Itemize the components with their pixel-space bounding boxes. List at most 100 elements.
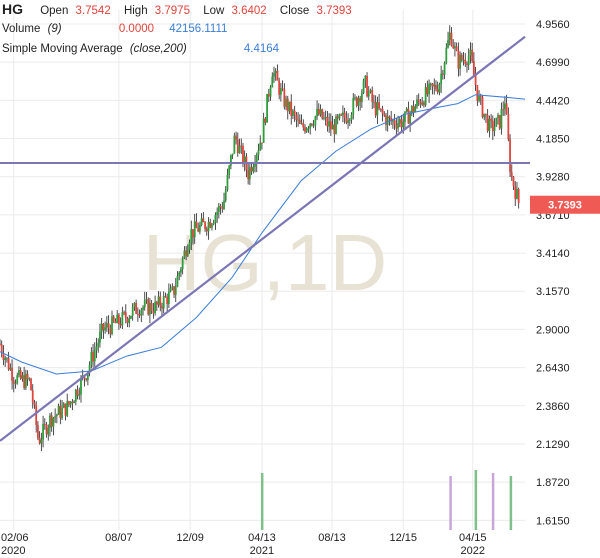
candle-body — [38, 437, 41, 444]
candle-body — [240, 145, 243, 147]
candle-body — [423, 102, 425, 106]
x-tick-label: 08/13 — [318, 532, 346, 544]
candle-body — [398, 119, 401, 124]
candle-body — [479, 95, 482, 97]
candle-body — [478, 95, 480, 101]
candle-body — [193, 221, 196, 238]
candle-body — [145, 299, 148, 301]
candle-body — [316, 108, 318, 117]
candle-body — [288, 101, 291, 112]
candle-body — [300, 123, 303, 125]
candle-body — [185, 250, 188, 257]
candle-body — [379, 108, 382, 110]
candle-body — [142, 307, 144, 310]
candle-body — [404, 111, 406, 122]
candle-body — [50, 415, 53, 427]
candle-body — [438, 84, 441, 93]
candle-body — [174, 286, 177, 295]
candle-body — [192, 229, 194, 238]
candle-body — [340, 114, 343, 116]
candle-body — [207, 221, 210, 232]
candle-body — [261, 142, 263, 144]
candle-body — [364, 75, 367, 81]
close-label: Close — [279, 5, 310, 17]
candle-body — [491, 120, 494, 132]
x-tick-year-label: 2021 — [250, 545, 274, 557]
candle-body — [124, 312, 127, 319]
candle-body — [161, 306, 163, 309]
candle-body — [493, 126, 496, 132]
candle-body — [57, 405, 60, 415]
y-tick-label: 4.6990 — [536, 57, 570, 69]
x-tick-label: 12/09 — [176, 532, 204, 544]
candles — [0, 25, 520, 452]
candle-body — [429, 83, 432, 85]
candle-body — [295, 114, 298, 121]
candle-body — [71, 401, 74, 404]
candle-body — [474, 75, 477, 86]
candle-body — [472, 60, 475, 76]
candle-body — [488, 118, 491, 131]
candle-body — [283, 89, 286, 107]
candle-body — [31, 390, 34, 403]
candle-body — [490, 118, 493, 121]
candle-body — [412, 106, 415, 113]
candle-body — [195, 221, 198, 229]
candle-body — [224, 189, 227, 201]
candle-body — [93, 350, 96, 362]
volume-param: (9) — [47, 23, 62, 35]
candle-body — [202, 218, 205, 223]
candle-body — [47, 427, 50, 435]
candle-body — [42, 424, 44, 440]
candle-body — [503, 103, 506, 110]
candle-body — [21, 375, 24, 379]
candle-body — [326, 116, 329, 127]
candle-body — [390, 118, 393, 122]
candle-body — [405, 108, 408, 112]
candle-body — [355, 97, 358, 106]
candle-body — [235, 135, 237, 140]
volume-legend: Volume (9) 0.0000 42156.1111 — [2, 23, 227, 35]
candle-body — [116, 314, 119, 324]
price-tag-label: 3.7393 — [548, 200, 582, 212]
candle-body — [217, 206, 220, 213]
candle-body — [109, 327, 112, 334]
candle-body — [49, 415, 51, 428]
candle-body — [507, 113, 510, 140]
volume-value-1: 0.0000 — [118, 23, 155, 35]
candle-body — [136, 313, 139, 315]
volume-value-2: 42156.1111 — [169, 23, 228, 35]
candle-body — [55, 414, 58, 417]
candle-body — [362, 80, 365, 93]
candle-body — [381, 108, 384, 114]
candle-body — [297, 119, 300, 121]
candle-body — [352, 97, 355, 115]
candle-body — [33, 402, 36, 406]
candle-body — [279, 88, 282, 95]
candle-body — [307, 128, 310, 130]
y-tick-label: 2.3860 — [536, 401, 570, 413]
candle-body — [166, 297, 169, 304]
candle-body — [59, 405, 62, 418]
x-tick-label: 02/06 — [1, 532, 29, 544]
candle-body — [257, 150, 260, 155]
candle-body — [68, 401, 70, 405]
candle-body — [452, 45, 455, 49]
candle-body — [304, 127, 306, 132]
sma-legend: Simple Moving Average (close,200) 4.4164 — [2, 43, 279, 55]
candle-body — [467, 55, 470, 65]
candle-body — [342, 112, 344, 116]
candle-body — [323, 117, 325, 119]
candle-body — [118, 314, 120, 324]
candle-body — [155, 301, 158, 305]
watermark: HG,1D — [143, 218, 388, 307]
candle-body — [264, 118, 267, 123]
candle-body — [338, 114, 341, 119]
candle-body — [466, 63, 468, 65]
candle-body — [378, 102, 381, 109]
x-tick-label: 04/15 — [459, 532, 487, 544]
candle-body — [186, 249, 189, 257]
candle-body — [188, 242, 191, 250]
